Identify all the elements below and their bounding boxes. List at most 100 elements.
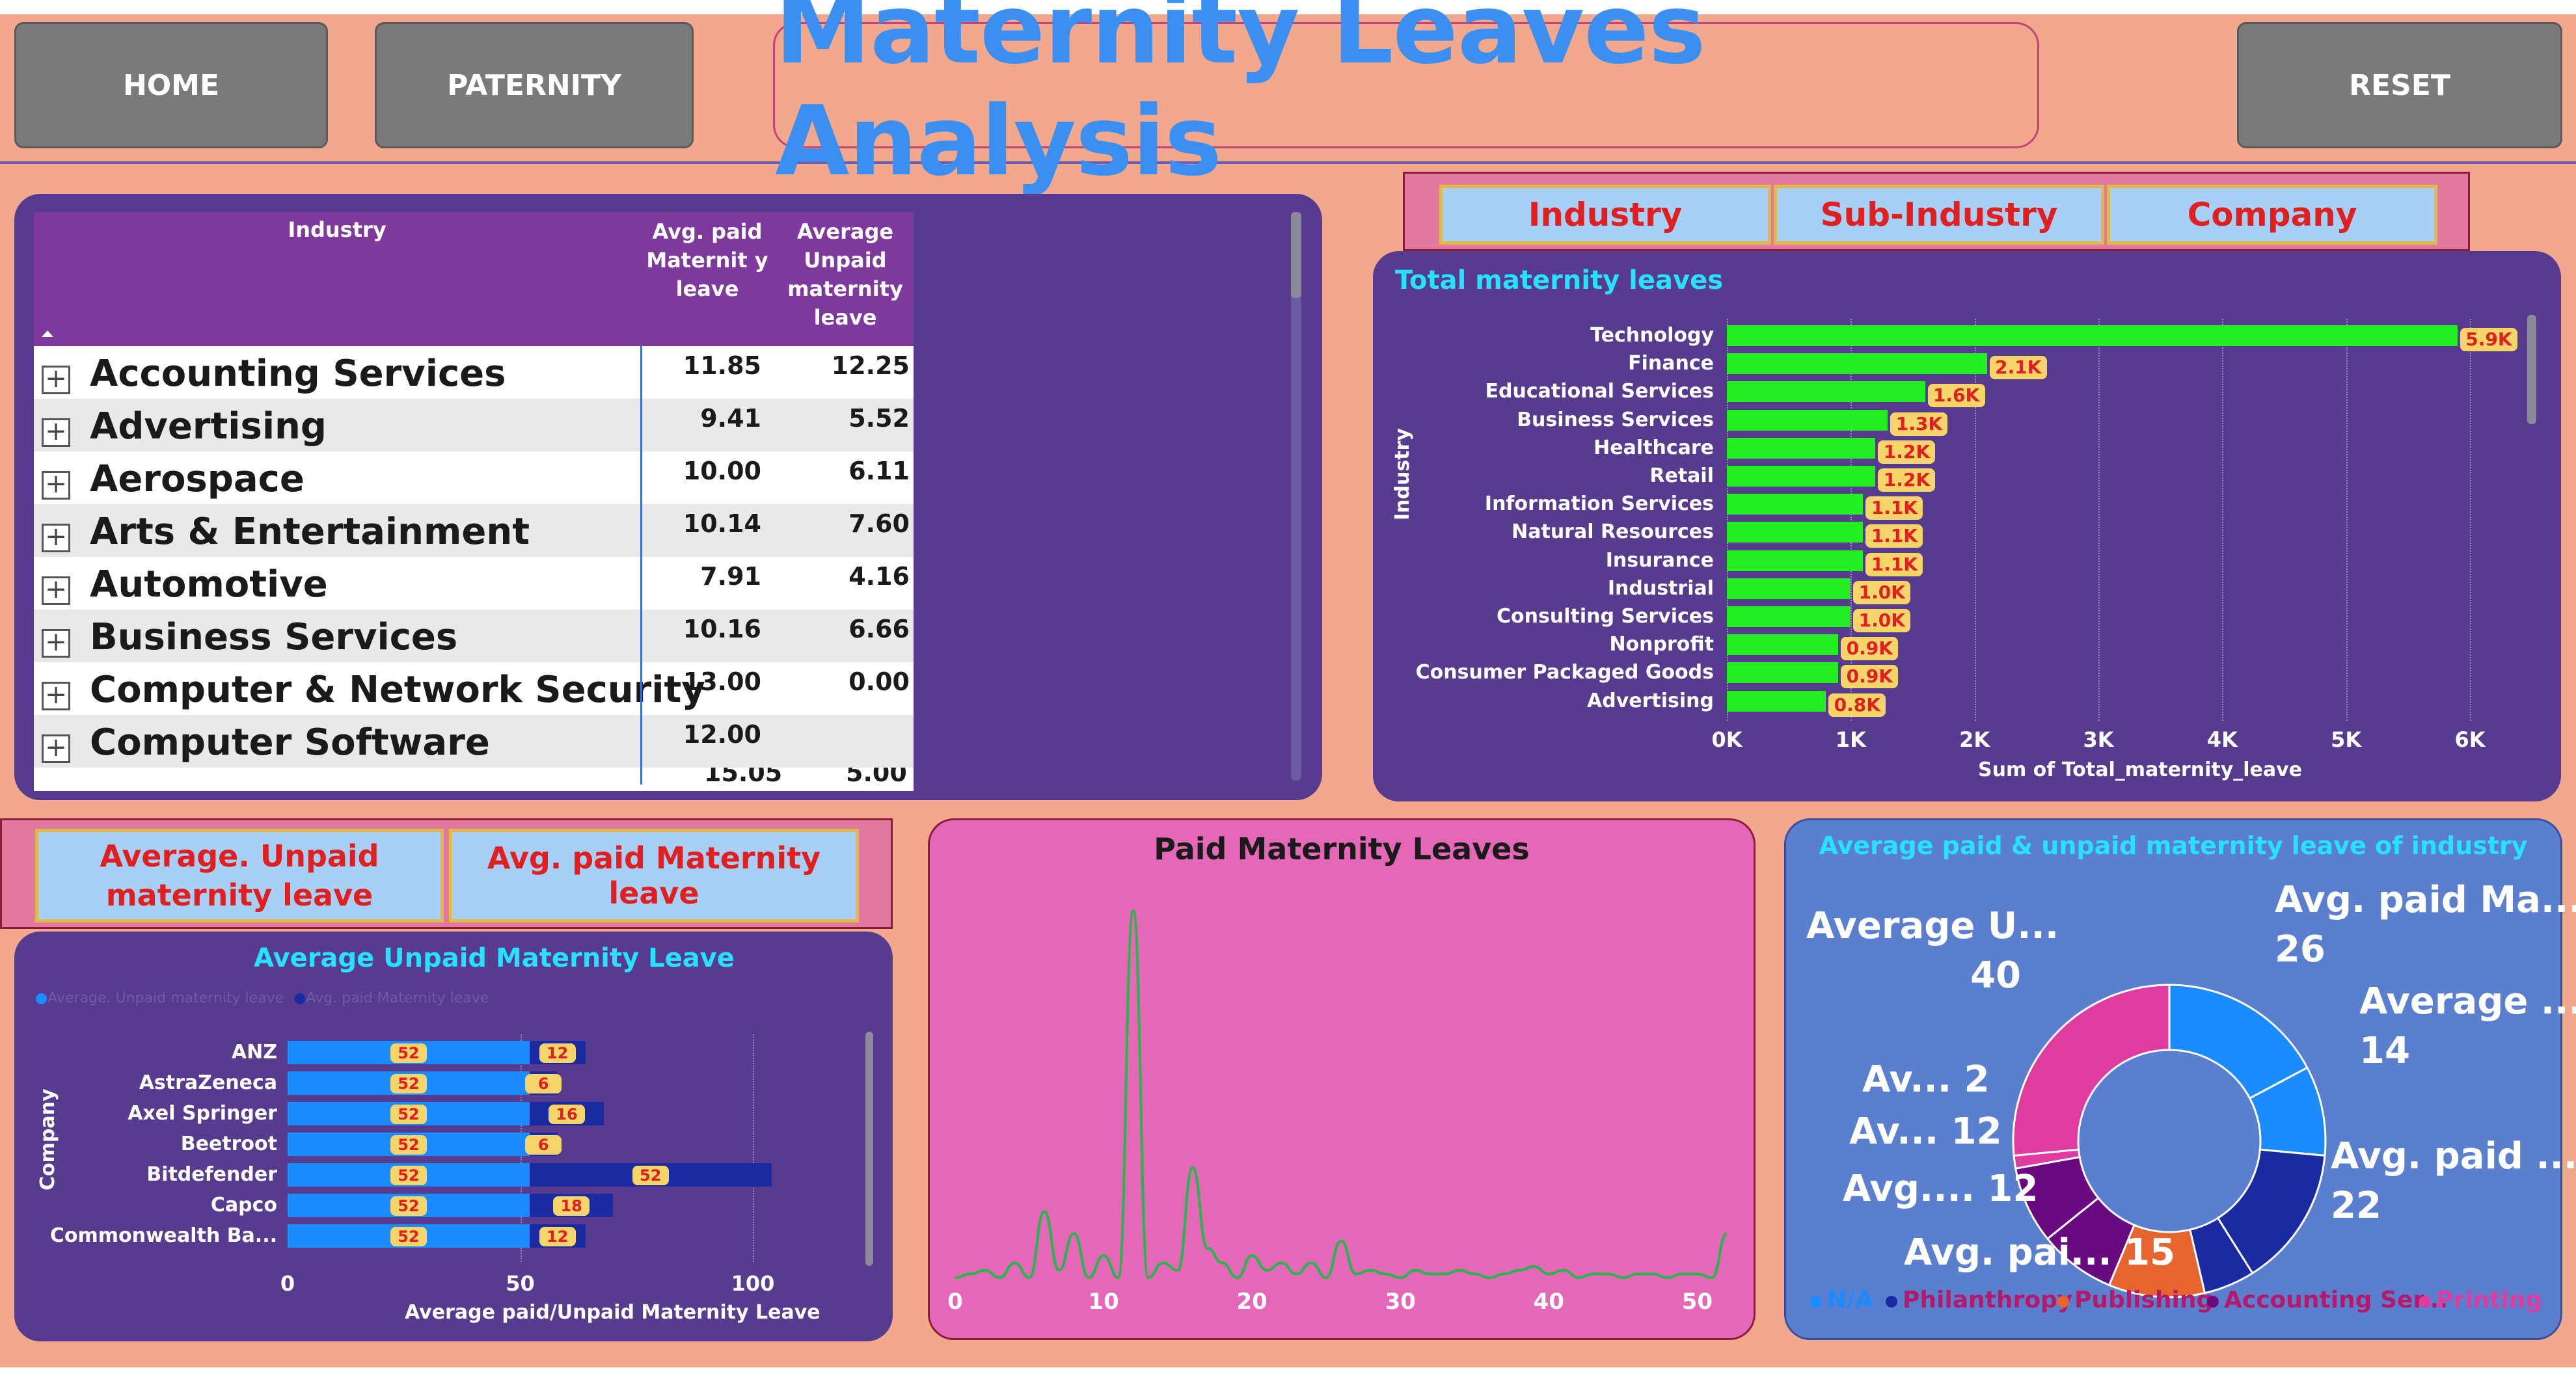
row-industry-name: Computer & Network Security <box>90 669 705 711</box>
y-category-label: Technology <box>1590 324 1714 347</box>
bar[interactable] <box>1727 409 1888 431</box>
legend-dot-icon: ● <box>35 990 48 1006</box>
bar-chart-scrollbar[interactable] <box>2527 315 2536 424</box>
bar[interactable] <box>1727 325 2458 346</box>
row-avg-unpaid: 4.16 <box>848 562 910 591</box>
table-row[interactable]: + Business Services 10.16 6.66 <box>34 610 914 662</box>
donut-label-value: 2 <box>1964 1058 1990 1101</box>
data-label: 0.8K <box>1828 693 1886 717</box>
row-avg-paid: 11.85 <box>683 351 761 380</box>
donut-label-avg-pai: Avg. pai... 15 <box>1904 1228 2175 1278</box>
row-avg-paid: 10.14 <box>683 509 761 538</box>
slicer-sub-industry-button[interactable]: Sub-Industry <box>1774 185 2104 245</box>
x-tick-label: 0 <box>280 1271 295 1296</box>
x-tick-label: 20 <box>1236 1289 1267 1315</box>
table-row[interactable]: + Automotive 7.91 4.16 <box>34 557 914 610</box>
reset-button[interactable]: RESET <box>2237 22 2562 148</box>
expand-icon[interactable]: + <box>42 471 70 500</box>
gridline <box>2346 319 2348 721</box>
gridline <box>2470 319 2471 721</box>
row-avg-paid: 10.16 <box>683 615 761 643</box>
bar[interactable] <box>1727 634 1839 656</box>
table-row[interactable]: + Advertising 9.41 5.52 <box>34 399 914 451</box>
donut-chart <box>2012 984 2327 1298</box>
y-category-label: Nonprofit <box>1609 633 1714 656</box>
x-tick-label: 100 <box>731 1271 775 1296</box>
bar[interactable] <box>1727 494 1864 515</box>
data-label: 0.9K <box>1841 665 1899 689</box>
donut-slice[interactable] <box>2012 984 2171 1157</box>
row-avg-paid: 12.00 <box>683 720 761 749</box>
legend-na[interactable]: N/A <box>1810 1287 1873 1313</box>
matrix-header-avg-paid[interactable]: Avg. paid Maternit y leave <box>646 219 768 301</box>
bar[interactable] <box>1727 466 1876 487</box>
home-button[interactable]: HOME <box>14 22 328 148</box>
row-avg-paid: 10.00 <box>683 457 761 485</box>
data-label: 1.1K <box>1865 524 1923 548</box>
expand-icon[interactable]: + <box>42 418 70 447</box>
donut-slice[interactable] <box>2168 984 2309 1100</box>
matrix-header-avg-unpaid[interactable]: Average Unpaid maternity leave <box>787 219 903 330</box>
data-label: 16 <box>549 1105 585 1124</box>
matrix-scrollbar-thumb[interactable] <box>1291 212 1301 298</box>
y-category-label: Business Services <box>1517 408 1714 431</box>
paid-leave-line[interactable] <box>955 909 1728 1280</box>
matrix-header-industry[interactable]: Industry <box>288 217 386 242</box>
bar[interactable] <box>1727 690 1826 712</box>
legend-accounting[interactable]: Accounting Ser... <box>2207 1287 2448 1313</box>
sort-ascending-icon[interactable] <box>42 330 53 337</box>
bar[interactable] <box>1727 437 1876 459</box>
industry-matrix-table: Industry Avg. paid Maternit y leave Aver… <box>34 212 914 791</box>
slicer-paid-button[interactable]: Avg. paid Maternity leave <box>449 829 859 922</box>
bar[interactable] <box>1727 662 1839 684</box>
donut-label-av-12: Av... 12 <box>1849 1107 2002 1157</box>
table-row[interactable]: + Arts & Entertainment 10.14 7.60 <box>34 504 914 557</box>
y-category-label: Healthcare <box>1593 436 1714 459</box>
row-industry-name: Automotive <box>90 563 328 606</box>
y-category-label: Axel Springer <box>128 1102 277 1125</box>
slicer-unpaid-button[interactable]: Average. Unpaid maternity leave <box>35 829 444 922</box>
legend-publishing[interactable]: Publishing <box>2057 1287 2213 1313</box>
slicer-company-button[interactable]: Company <box>2107 185 2437 245</box>
y-category-label: ANZ <box>231 1041 277 1064</box>
gridline <box>2222 319 2224 721</box>
bar[interactable] <box>1727 353 1987 375</box>
bar[interactable] <box>1727 606 1851 627</box>
y-category-label: Educational Services <box>1485 380 1715 403</box>
y-category-label: Consulting Services <box>1497 605 1714 628</box>
row-industry-name: Accounting Services <box>90 353 506 395</box>
legend-dot-icon <box>2419 1296 2431 1308</box>
expand-icon[interactable]: + <box>42 366 70 394</box>
paternity-button[interactable]: PATERNITY <box>375 22 694 148</box>
table-row[interactable]: + Computer Software 12.00 <box>34 715 914 768</box>
donut-slice[interactable] <box>2216 1148 2326 1275</box>
bar[interactable] <box>1727 578 1851 599</box>
legend-printing[interactable]: Printing <box>2419 1287 2542 1313</box>
data-label: 1.6K <box>1927 384 1985 408</box>
bar[interactable] <box>1727 381 1925 403</box>
legend-philanthropy[interactable]: Philanthropy <box>1886 1287 2072 1313</box>
table-row[interactable]: + Aerospace 10.00 6.11 <box>34 451 914 504</box>
gridline <box>1727 319 1728 721</box>
bar[interactable] <box>1727 550 1864 571</box>
gridline <box>1851 319 1852 721</box>
matrix-partial-row: 15.05 5.00 <box>34 768 914 791</box>
donut-title: Average paid & unpaid maternity leave of… <box>1819 831 2528 860</box>
company-chart-scrollbar[interactable] <box>865 1032 873 1266</box>
data-label: 52 <box>390 1074 427 1094</box>
legend-paid: Avg. paid Maternity leave <box>306 990 489 1006</box>
slicer-industry-button[interactable]: Industry <box>1439 185 1771 245</box>
row-avg-paid: 13.00 <box>683 667 761 696</box>
expand-icon[interactable]: + <box>42 576 70 605</box>
bar[interactable] <box>1727 522 1864 543</box>
expand-icon[interactable]: + <box>42 524 70 552</box>
y-category-label: Consumer Packaged Goods <box>1415 661 1714 684</box>
row-avg-unpaid: 0.00 <box>848 667 910 696</box>
table-row[interactable]: + Computer & Network Security 13.00 0.00 <box>34 662 914 715</box>
expand-icon[interactable]: + <box>42 682 70 710</box>
table-row[interactable]: + Accounting Services 11.85 12.25 <box>34 346 914 399</box>
donut-label-value: 22 <box>2331 1185 2381 1227</box>
matrix-scrollbar-track[interactable] <box>1291 212 1301 781</box>
expand-icon[interactable]: + <box>42 734 70 763</box>
expand-icon[interactable]: + <box>42 629 70 658</box>
